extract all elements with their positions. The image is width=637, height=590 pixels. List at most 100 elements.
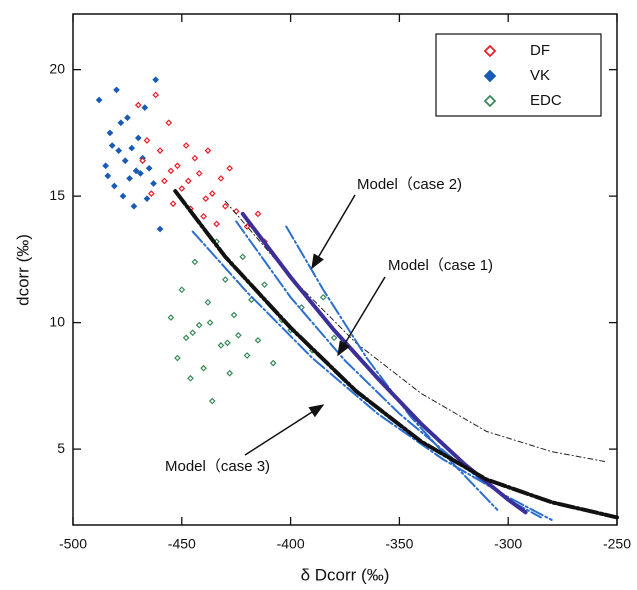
annotation: Model（case 1) [388,257,493,274]
scatter-point [213,220,220,228]
x-tick-label: -350 [385,536,413,552]
scatter-point [104,172,112,180]
scatter-point [147,190,155,197]
scatter-point [208,397,216,405]
scatter-point [269,359,277,367]
scatter-point [184,177,192,185]
scatter-point [156,147,164,154]
scatter-point [226,369,234,377]
scatter-point [217,342,225,349]
scatter-point [115,147,123,154]
scatter-point [132,167,140,175]
annotation: Model（case 3) [165,458,270,475]
scatter-point [165,119,173,127]
y-tick-label: 15 [49,187,65,203]
legend-label: DF [530,42,550,59]
legend-marker [483,69,497,83]
scatter-point [204,299,212,306]
y-tick-label: 10 [49,313,65,329]
scatter-point [113,86,120,94]
scatter-point [169,200,177,208]
legend-label: EDC [530,92,562,109]
x-tick-label: -250 [603,536,631,552]
x-tick-label: -450 [168,536,196,552]
scatter-point [221,202,229,210]
scatter-point [121,157,129,165]
scatter-point [152,76,160,84]
scatter-point [239,253,247,261]
legend-box [435,33,602,117]
scatter-point [134,101,142,109]
scatter-point [191,258,199,266]
annotation-arrow [337,276,386,357]
scatter-point [108,142,116,149]
scatter-point [208,190,216,197]
scatter-point [319,293,327,301]
scatter-point [174,162,181,170]
annotation: Model（case 2) [357,176,462,193]
y-tick-label: 5 [57,440,65,456]
scatter-point [130,202,138,210]
scatter-point [221,276,229,283]
scatter-point [182,334,190,342]
model-curve [224,200,607,463]
scatter-point [202,195,210,203]
scatter-point [141,104,149,111]
scatter-point [134,134,142,142]
scatter-point [161,177,168,185]
scatter-point [189,329,197,337]
scatter-point [204,147,212,154]
scatter-point [117,119,125,127]
legend: DF VK EDC [435,33,602,117]
x-tick-label: -400 [277,536,305,552]
scatter-point [182,142,190,149]
scatter-point [124,114,131,122]
scatter-point [330,334,338,342]
legend-marker [483,44,497,58]
scatter-point [150,180,157,187]
plot-area [95,76,619,521]
scatter-point [178,185,186,192]
scatter-point [145,164,153,172]
scatter-point [128,144,136,152]
scatter-point [102,162,109,170]
scatter-point [235,331,242,339]
scatter-point [106,129,114,137]
scatter-point [200,364,207,372]
y-tick-label: 20 [49,60,65,76]
scatter-point [152,91,160,99]
model-curve [240,211,528,515]
annotation-arrow [244,404,325,456]
model-curve [173,189,619,520]
scatter-point [174,354,181,362]
scatter-point [137,170,144,177]
legend-label: VK [530,67,550,84]
scatter-point [261,281,268,289]
plot-frame [72,13,618,526]
scatter-point [143,137,151,144]
legend-marker [483,94,497,108]
x-tick-label: -500 [59,536,87,552]
scatter-point [230,311,238,319]
scatter-point [143,195,151,203]
scatter-point [200,213,207,220]
scatter-point [243,352,251,359]
scatter-point [139,157,146,165]
model-curve [191,230,553,521]
scatter-point [167,167,175,175]
y-axis-label: dcorr (‰) [13,234,32,306]
scatter-point [110,182,118,190]
x-tick-label: -300 [494,536,522,552]
scatter-point [156,225,164,233]
x-axis-label: δ Dcorr (‰) [301,565,390,584]
scatter-point [126,175,133,182]
scatter-point [254,336,262,344]
scatter-point [195,170,203,177]
scatter-point [195,321,203,329]
scatter-point [178,286,186,294]
scatter-point [254,210,262,218]
annotation-arrow [311,194,356,270]
scatter-point [224,339,231,347]
